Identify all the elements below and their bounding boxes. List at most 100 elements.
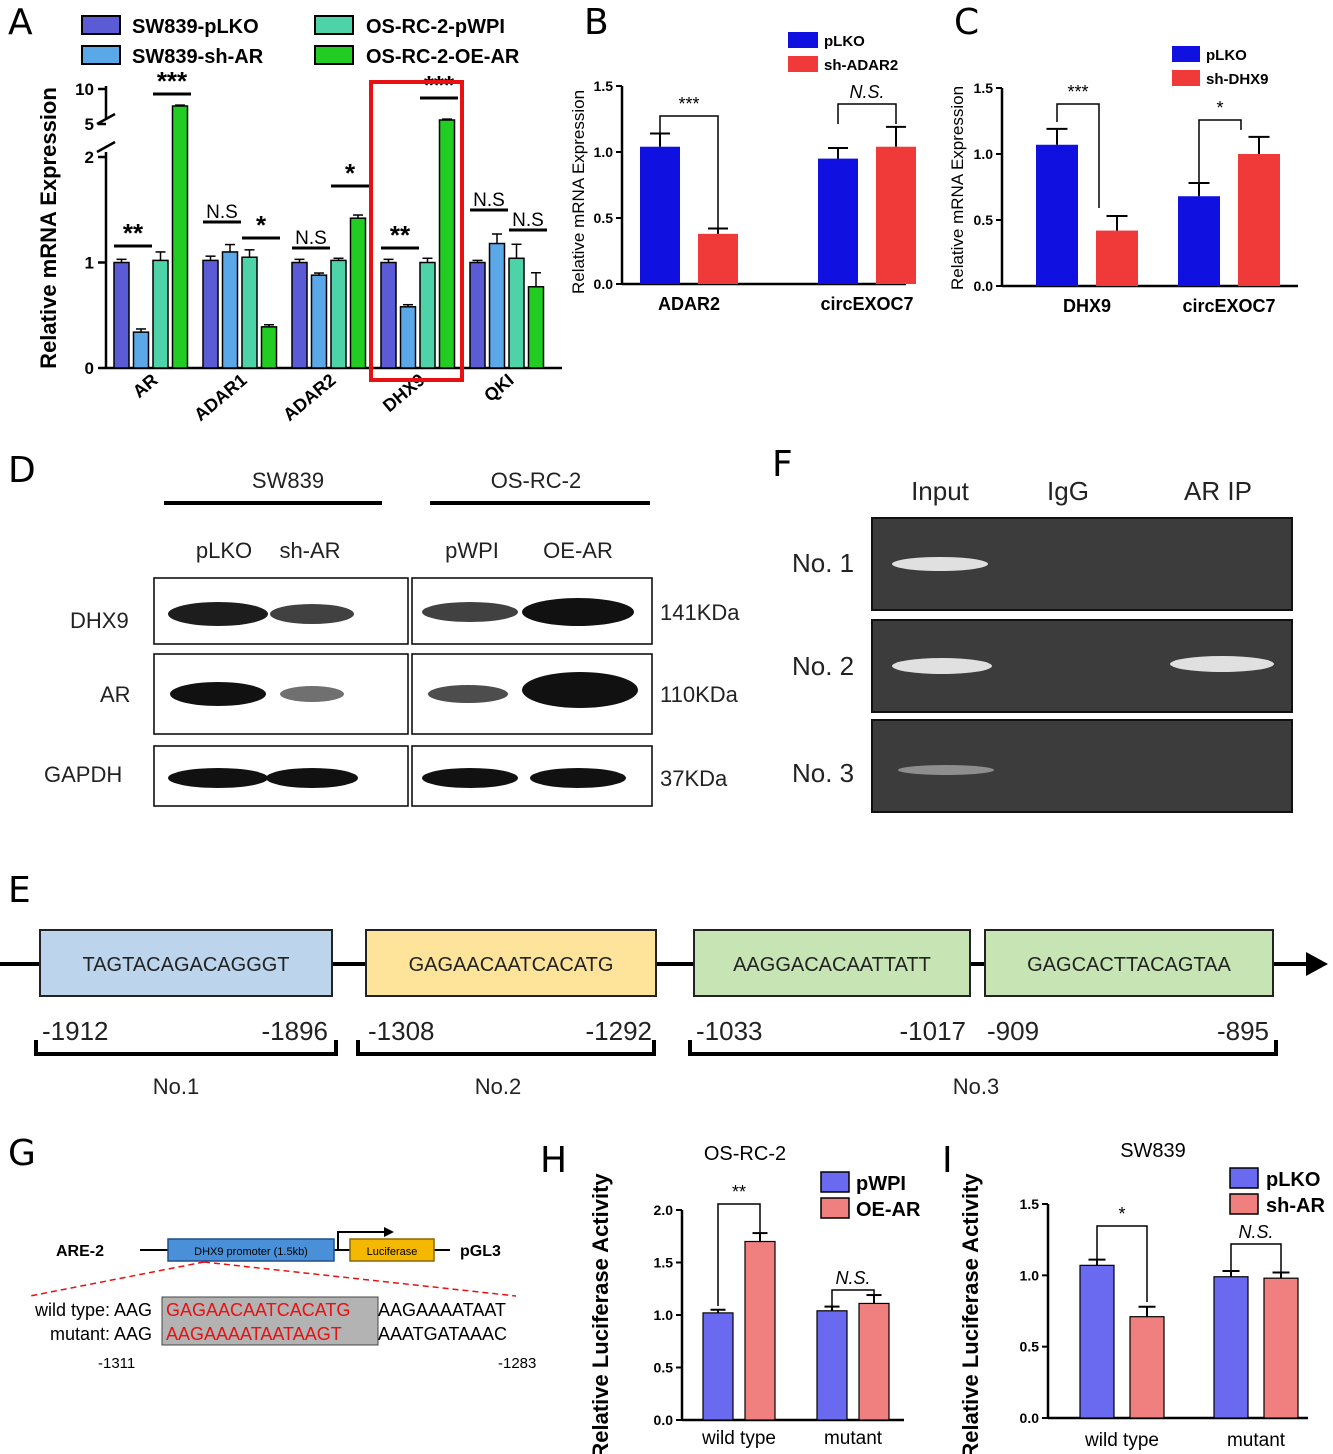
protein-label-ar: AR: [100, 682, 131, 707]
site-box-3: [984, 929, 1274, 997]
sig-label-a-2: N.S: [206, 202, 238, 223]
promoter-box: [167, 1238, 335, 1262]
bar-a-2-3: [419, 261, 436, 369]
sig-label-3-0: **: [732, 1182, 746, 1202]
sig-label-a-5: *: [345, 158, 356, 188]
bar-4-0-1: [1213, 1276, 1249, 1419]
zoom-line-left: [29, 1261, 205, 1297]
legend-label-i-1: sh-AR: [1266, 1195, 1325, 1217]
y-tick-label-2-0: 0.0: [974, 278, 994, 294]
sig-label-2-0: ***: [1067, 82, 1088, 102]
bar-a-2-1: [241, 256, 258, 369]
panel-letter-f: F: [772, 444, 793, 485]
sig-label-a-8: N.S: [473, 190, 505, 211]
cat-label-a-3: DHX9: [379, 370, 429, 416]
y-tick-label-3-0: 0.0: [654, 1412, 674, 1428]
site-box-1: [365, 929, 657, 997]
site-start-0: -1912: [42, 1016, 109, 1046]
bar-a-2-4: [508, 257, 525, 369]
gel-band-1: [892, 658, 992, 674]
pos-right: -1283: [498, 1355, 536, 1372]
axis-break-a-1: [96, 112, 116, 126]
blot-band-3: [522, 598, 634, 626]
luciferase-box: [349, 1238, 435, 1262]
blot-band-0: [168, 602, 268, 626]
bar-a-2-0: [152, 259, 169, 369]
y-tick-label-2-1: 0.5: [974, 212, 994, 228]
site-highlight-box: [161, 1296, 379, 1346]
construct-g: ARE-2 DHX9 promoter (1.5kb) Luciferase p…: [29, 1227, 536, 1372]
gel-lane-row-2: [871, 719, 1293, 813]
bar-3-1-0: [744, 1240, 776, 1421]
y-tick-label-a-3: 5: [85, 115, 94, 134]
dhx9-highlight-box: [369, 80, 464, 382]
y-tick-label-1-3: 1.5: [594, 78, 614, 94]
legend-label-a-1: SW839-sh-AR: [132, 46, 264, 68]
cat-label-4-1: mutant: [1227, 1430, 1286, 1451]
sig-label-a-4: N.S: [295, 228, 327, 249]
title-i: SW839: [1120, 1140, 1186, 1162]
site-end-2: -1017: [900, 1016, 967, 1046]
sig-bracket-4-0: [1096, 1225, 1148, 1302]
gel-row-2: No. 2: [792, 651, 854, 681]
site-box-2: [693, 929, 971, 997]
sig-bracket-4-1: [1230, 1243, 1282, 1278]
site-start-3: -909: [987, 1016, 1039, 1046]
sig-label-4-0: *: [1118, 1204, 1125, 1224]
lane-label-plko: pLKO: [196, 538, 252, 563]
panel-letter-e: E: [8, 870, 31, 911]
sig-label-a-3: *: [256, 210, 267, 240]
construct-name: ARE-2: [56, 1243, 104, 1260]
mut-prefix: mutant:: [50, 1324, 110, 1344]
size-label-141: 141KDa: [660, 600, 740, 625]
legend-label-a-2: OS-RC-2-pWPI: [366, 16, 505, 38]
y-tick-label-4-3: 1.5: [1020, 1196, 1040, 1212]
bar-4-1-0: [1129, 1316, 1165, 1419]
chart-h: OS-RC-2 pWPI OE-AR Relative Luciferase A…: [588, 1143, 921, 1454]
y-label-b: Relative mRNA Expression: [569, 90, 588, 294]
tss-arrow-line: [337, 1231, 386, 1250]
sig-bracket-2-1: [1198, 119, 1242, 188]
legend-swatch-i-1: [1229, 1193, 1259, 1215]
legend-label-c-0: pLKO: [1206, 47, 1247, 64]
axis-break-a-2: [96, 140, 116, 154]
y-tick-label-3-2: 1.0: [654, 1307, 674, 1323]
site-start-1: -1308: [368, 1016, 435, 1046]
site-seq-0: TAGTACAGACAGGGT: [82, 954, 289, 976]
bar-2-1-0: [1096, 230, 1138, 286]
gel-col-input: Input: [911, 476, 970, 506]
y-tick-label-3-1: 0.5: [654, 1360, 674, 1376]
legend-label-b-0: pLKO: [824, 33, 865, 50]
cat-label-2-1: circEXOC7: [1182, 296, 1275, 316]
legend-label-h-0: pWPI: [856, 1173, 906, 1195]
blot-band-1: [270, 604, 354, 624]
y-tick-label-2-3: 1.5: [974, 80, 994, 96]
site-seq-2: AAGGACACAATTATT: [733, 954, 931, 976]
sig-label-4-1: N.S.: [1238, 1222, 1273, 1242]
bar-a-3-2: [349, 217, 367, 369]
panel-letter-d: D: [8, 450, 36, 491]
y-tick-label-4-2: 1.0: [1020, 1267, 1040, 1283]
legend-swatch-h-1: [820, 1197, 850, 1219]
luciferase-label: Luciferase: [367, 1246, 418, 1258]
y-tick-label-3-4: 2.0: [654, 1202, 674, 1218]
cat-label-3-1: mutant: [824, 1428, 883, 1449]
y-label-c: Relative mRNA Expression: [948, 86, 967, 290]
blot-band-9: [266, 768, 358, 788]
group-label-osrc2: OS-RC-2: [491, 468, 581, 493]
bar-1-0-1: [818, 158, 858, 284]
size-label-37: 37KDa: [660, 766, 728, 791]
sig-label-3-1: N.S.: [835, 1268, 870, 1288]
vector-label: pGL3: [460, 1243, 501, 1260]
sig-label-1-1: N.S.: [849, 82, 884, 102]
mut-left: AAG: [114, 1324, 152, 1344]
y-label-i: Relative Luciferase Activity: [958, 1173, 983, 1454]
cat-label-3-0: wild type: [701, 1428, 776, 1449]
bar-a-1-4: [488, 242, 506, 369]
group-label-sw839: SW839: [252, 468, 324, 493]
title-h: OS-RC-2: [704, 1143, 786, 1165]
sig-label-a-0: **: [123, 218, 144, 248]
bar-a-1-1: [221, 251, 239, 369]
bar-a-1-0: [132, 331, 150, 369]
panel-letter-a: A: [8, 2, 33, 43]
